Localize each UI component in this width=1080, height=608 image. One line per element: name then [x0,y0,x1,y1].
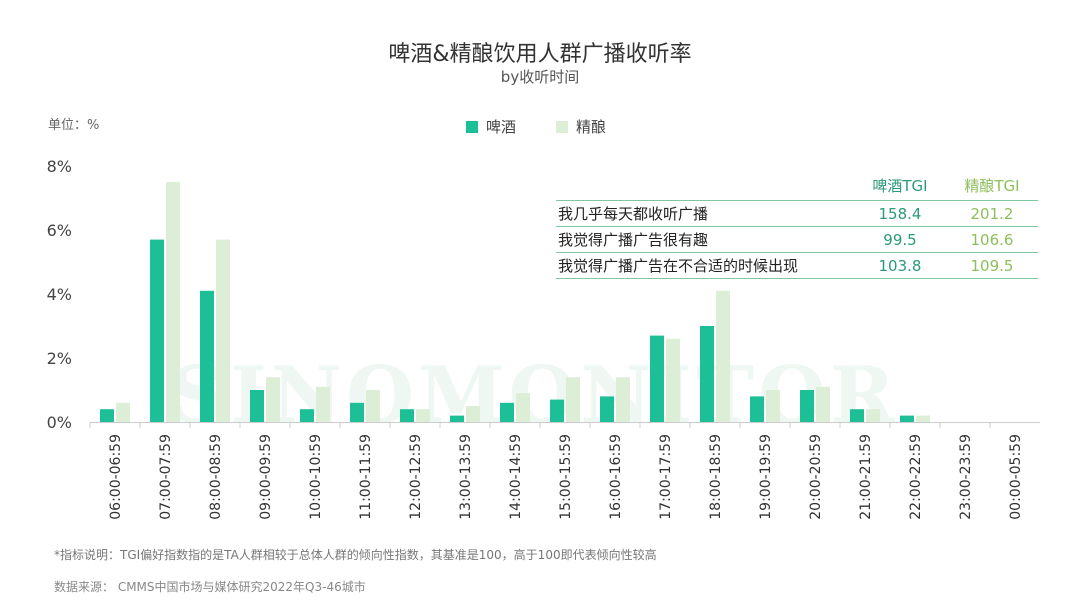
x-tick-label: 06:00-06:59 [108,434,124,520]
data-source: 数据来源： CMMS中国市场与媒体研究2022年Q3-46城市 [54,580,366,594]
bar-craft [466,406,480,422]
tgi-row-craft: 109.5 [946,252,1038,279]
bar-beer [700,326,714,422]
bar-beer [300,409,314,422]
y-tick-label: 2% [47,349,72,368]
bar-beer [500,402,514,422]
bar-craft [316,386,330,422]
tgi-row-beer: 99.5 [854,226,946,253]
legend-label-beer: 啤酒 [486,118,517,136]
x-tick-label: 22:00-22:59 [908,434,924,520]
bar-beer [400,409,414,422]
bar-craft [716,290,730,422]
tgi-row-craft: 106.6 [946,226,1038,253]
bar-craft [366,390,380,422]
tgi-row: 我觉得广播广告很有趣 99.5 106.6 [556,226,1038,253]
x-tick-label: 21:00-21:59 [858,434,874,520]
x-tick-label: 19:00-19:59 [758,434,774,520]
tgi-row-craft: 201.2 [946,200,1038,227]
bar-beer [800,390,814,422]
bar-beer [900,415,914,422]
bar-beer [200,290,214,422]
tgi-header-beer: 啤酒TGI [854,175,946,201]
x-tick-label: 18:00-18:59 [708,434,724,520]
bar-beer [250,390,264,422]
tgi-table: 啤酒TGI 精酿TGI 我几乎每天都收听广播 158.4 201.2 我觉得广播… [556,175,1038,279]
x-tick-label: 07:00-07:59 [158,434,174,520]
x-tick-label: 17:00-17:59 [658,434,674,520]
bar-craft [516,393,530,422]
y-tick-label: 0% [47,413,72,432]
bar-craft [766,390,780,422]
bar-beer [150,239,164,422]
tgi-row: 我几乎每天都收听广播 158.4 201.2 [556,200,1038,227]
bar-beer [750,396,764,422]
legend-item-beer: 啤酒 [466,116,516,137]
x-tick-label: 11:00-11:59 [358,434,374,520]
bar-craft [566,377,580,422]
x-tick-label: 23:00-23:59 [958,434,974,520]
tgi-row-label: 我觉得广播广告在不合适的时候出现 [556,252,854,279]
y-tick-label: 4% [47,285,72,304]
bar-craft [666,338,680,422]
tgi-row-beer: 158.4 [854,200,946,227]
tgi-row-label: 我几乎每天都收听广播 [556,200,854,227]
bar-craft [616,377,630,422]
bar-beer [850,409,864,422]
footnote: *指标说明：TGI偏好指数指的是TA人群相较于总体人群的倾向性指数，其基准是10… [54,548,657,562]
bar-beer [650,335,664,422]
x-tick-label: 14:00-14:59 [508,434,524,520]
x-tick-label: 08:00-08:59 [208,434,224,520]
y-tick-label: 6% [47,221,72,240]
legend-item-craft: 精酿 [556,116,606,137]
legend-swatch-craft [556,120,569,133]
tgi-header-craft: 精酿TGI [946,175,1038,201]
x-tick-label: 09:00-09:59 [258,434,274,520]
bar-craft [866,409,880,422]
bar-craft [816,386,830,422]
x-tick-label: 15:00-15:59 [558,434,574,520]
bar-beer [450,415,464,422]
chart-subtitle: by收听时间 [500,68,580,86]
tgi-row-beer: 103.8 [854,252,946,279]
bar-beer [600,396,614,422]
legend: 啤酒 精酿 [466,116,606,137]
x-tick-label: 12:00-12:59 [408,434,424,520]
legend-swatch-beer [466,120,478,133]
chart-title: 啤酒&精酿饮用人群广播收听率 [388,42,692,67]
x-tick-label: 10:00-10:59 [308,434,324,520]
bar-beer [550,399,564,422]
tgi-row-label: 我觉得广播广告很有趣 [556,226,854,253]
tgi-row: 我觉得广播广告在不合适的时候出现 103.8 109.5 [556,252,1038,279]
bar-craft [166,182,180,422]
tgi-table-header: 啤酒TGI 精酿TGI [556,175,1038,201]
x-tick-label: 20:00-20:59 [808,434,824,520]
bar-craft [216,239,230,422]
bar-craft [266,377,280,422]
bar-craft [116,402,130,422]
x-tick-label: 16:00-16:59 [608,434,624,520]
bar-craft [416,409,430,422]
bar-beer [100,409,114,422]
unit-label: 单位：% [48,118,100,133]
x-tick-label: 00:00-05:59 [1008,434,1024,520]
y-tick-label: 8% [47,157,72,176]
legend-label-craft: 精酿 [576,118,607,136]
bar-craft [916,415,930,422]
bar-beer [350,402,364,422]
x-tick-label: 13:00-13:59 [458,434,474,520]
